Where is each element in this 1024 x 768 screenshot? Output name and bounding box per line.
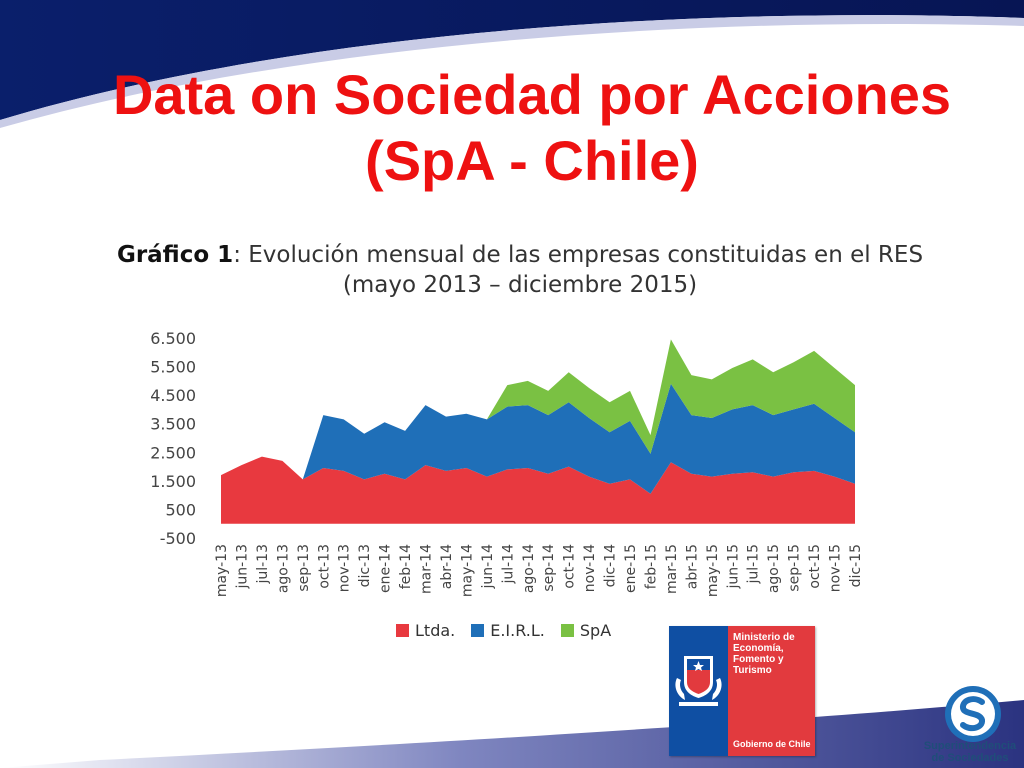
x-tick-label: abr-15 [684,544,700,589]
gobierno-de-chile-logo: Ministerio de Economía, Fomento y Turism… [669,626,815,756]
legend-swatch-ltda [396,623,409,637]
x-tick-label: ene-14 [378,544,394,593]
x-axis: may-13 jun-13 jul-13 ago-13 sep-13 oct-13 nov-… [214,544,864,597]
y-tick-label: 6.500 [150,329,196,348]
legend-item-spa: SpA [560,620,612,640]
superintendencia-line1: Superintendencia [923,740,1017,752]
header-swoosh [0,0,1024,120]
x-tick-label: feb-14 [398,544,414,589]
x-tick-label: jun-13 [234,544,250,590]
ministry-text-block: Ministerio de Economía, Fomento y Turism… [728,626,815,756]
y-axis: -500 500 1.500 2.500 3.500 4.500 5.500 6.500 [150,329,196,548]
y-tick-label: 1.500 [150,472,196,491]
superintendencia-emblem-icon [945,686,1001,742]
x-tick-label: may-15 [705,544,721,597]
page-title-line2: (SpA - Chile) [365,129,699,192]
ministry-footer: Gobierno de Chile [733,739,811,749]
x-tick-label: mar-14 [419,544,435,594]
y-tick-label: 4.500 [150,386,196,405]
chart-title-line2: (mayo 2013 – diciembre 2015) [342,272,698,298]
header-swoosh-light [0,15,1024,128]
superintendencia-logo: Superintendencia de Sociedades [916,684,1024,768]
chart-legend: Ltda. E.I.R.L. SpA [396,619,611,641]
chile-coat-of-arms-icon [669,626,728,756]
area-series-spa [221,339,855,480]
x-tick-label: oct-14 [562,544,578,589]
y-tick-label: 500 [165,500,196,519]
legend-swatch-spa [560,623,574,637]
x-tick-label: dic-14 [603,544,619,587]
x-tick-label: nov-15 [828,544,844,592]
x-tick-label: jun-15 [725,544,741,590]
legend-label-spa: SpA [579,620,612,640]
x-tick-label: sep-14 [541,544,557,592]
page-title: Data on Sociedad por Acciones (SpA - Chi… [40,62,1024,194]
x-tick-label: sep-15 [787,544,803,592]
legend-item-eirl: E.I.R.L. [471,621,545,640]
chart-title-bold: Gráfico 1 [116,242,234,268]
area-series-eirl [221,383,855,494]
chart-title: Gráfico 1: Evolución mensual de las empr… [60,240,980,300]
x-tick-label: may-13 [214,544,230,597]
x-tick-label: may-14 [459,544,475,597]
y-tick-label: 5.500 [150,358,196,377]
x-tick-label: oct-15 [807,544,823,589]
x-tick-label: nov-14 [582,544,598,592]
ministry-line1: Ministerio de [733,632,795,643]
chart-areas [221,339,855,524]
x-tick-label: jul-14 [500,544,516,585]
legend-label-eirl: E.I.R.L. [490,620,545,640]
x-tick-label: ago-14 [521,544,537,593]
x-tick-label: dic-15 [848,544,864,587]
superintendencia-text: Superintendencia de Sociedades [916,740,1024,764]
x-tick-label: ago-13 [275,544,291,593]
x-tick-label: sep-13 [296,544,312,592]
legend-label-ltda: Ltda. [415,620,456,640]
x-tick-label: ago-15 [766,544,782,593]
x-tick-label: mar-15 [664,544,680,594]
ministry-line3: Fomento y [733,654,784,665]
area-series-ltda [221,456,855,524]
x-tick-label: jul-13 [255,544,271,585]
y-tick-label: 2.500 [150,443,196,462]
ministry-line2: Economía, [733,643,784,654]
ministry-line4: Turismo [733,665,772,676]
superintendencia-line2: de Sociedades [931,752,1009,764]
y-tick-label: 3.500 [150,415,196,434]
x-tick-label: ene-15 [623,544,639,593]
x-tick-label: abr-14 [439,544,455,589]
page-title-line1: Data on Sociedad por Acciones [112,63,952,126]
chart-title-rest: : Evolución mensual de las empresas cons… [233,242,924,268]
x-tick-label: nov-13 [337,544,353,592]
x-tick-label: feb-15 [643,544,659,589]
y-tick-label: -500 [160,529,196,548]
x-tick-label: dic-13 [357,544,373,587]
x-tick-label: oct-13 [316,544,332,589]
legend-swatch-eirl [471,623,485,637]
x-tick-label: jul-15 [746,544,762,585]
legend-item-ltda: Ltda. [396,621,455,640]
x-tick-label: jun-14 [480,544,496,590]
